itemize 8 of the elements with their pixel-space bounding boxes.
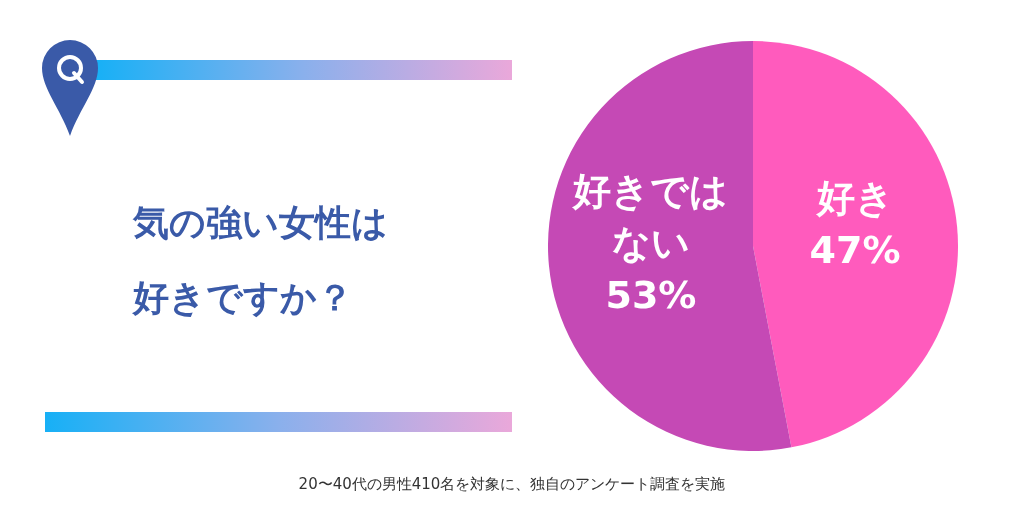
text: 気の強い女性は好きですか？ xyxy=(133,201,389,320)
pie-slice xyxy=(548,41,792,451)
data-label: 47% xyxy=(809,227,901,272)
pie-slice xyxy=(753,41,958,448)
data-label: 53% xyxy=(605,273,697,318)
slice-label: 好きではない xyxy=(571,169,729,266)
slice-label: 好き xyxy=(814,175,894,220)
text: 20〜40代の男性410名を対象に、独自のアンケート調査を実施 xyxy=(297,475,727,494)
